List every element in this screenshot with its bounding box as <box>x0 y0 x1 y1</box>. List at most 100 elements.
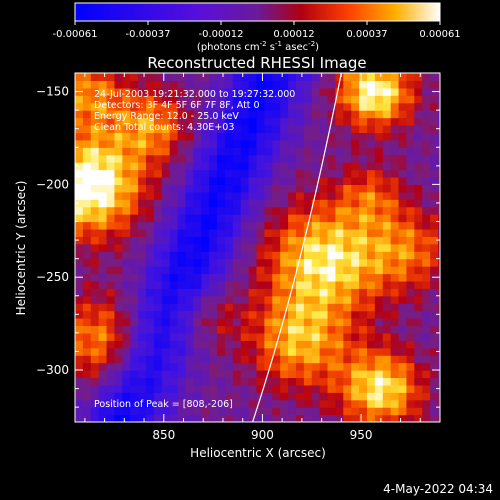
heatmap-cell <box>430 347 439 356</box>
heatmap-cell <box>406 139 415 148</box>
heatmap-cell <box>272 325 281 334</box>
heatmap-cell <box>209 117 218 126</box>
heatmap-cell <box>280 102 289 111</box>
heatmap-cell <box>82 139 92 148</box>
heatmap-cell <box>390 407 400 416</box>
heatmap-cell <box>232 251 242 260</box>
heatmap-cell <box>82 162 92 171</box>
colorbar-tick-label: 0.00061 <box>419 29 460 40</box>
heatmap-cell <box>201 139 210 148</box>
heatmap-cell <box>280 132 289 141</box>
heatmap-cell <box>232 414 242 422</box>
heatmap-cell <box>217 288 226 297</box>
heatmap-cell <box>264 347 273 356</box>
heatmap-cell <box>98 176 108 185</box>
heatmap-cell <box>351 110 360 119</box>
heatmap-cell <box>295 318 305 327</box>
heatmap-cell <box>177 102 187 111</box>
heatmap-cell <box>280 399 289 408</box>
heatmap-cell <box>311 340 321 349</box>
heatmap-cell <box>311 399 321 408</box>
heatmap-cell <box>303 280 313 289</box>
heatmap-cell <box>382 288 392 297</box>
heatmap-cell <box>153 377 163 386</box>
heatmap-cell <box>335 199 344 208</box>
heatmap-cell <box>422 362 431 371</box>
heatmap-cell <box>146 80 155 89</box>
heatmap-cell <box>311 295 321 304</box>
heatmap-cell <box>185 258 194 267</box>
heatmap-cell <box>130 303 139 312</box>
heatmap-cell <box>359 147 368 156</box>
heatmap-cell <box>406 288 415 297</box>
heatmap-cell <box>319 392 329 401</box>
heatmap-cell <box>351 73 360 82</box>
heatmap-cell <box>327 162 337 171</box>
heatmap-cell <box>367 392 376 401</box>
heatmap-cell <box>114 280 123 289</box>
heatmap-cell <box>161 154 171 163</box>
heatmap-cell <box>303 325 313 334</box>
heatmap-cell <box>98 132 108 141</box>
heatmap-cell <box>398 214 408 223</box>
heatmap-cell <box>217 407 226 416</box>
heatmap-cell <box>390 139 400 148</box>
heatmap-cell <box>130 236 139 245</box>
heatmap-cell <box>248 154 258 163</box>
heatmap-cell <box>185 206 194 215</box>
heatmap-cell <box>343 377 352 386</box>
heatmap-cell <box>114 110 123 119</box>
heatmap-cell <box>398 228 408 237</box>
heatmap-cell <box>264 280 273 289</box>
heatmap-cell <box>438 95 440 104</box>
heatmap-cell <box>232 325 242 334</box>
heatmap-cell <box>193 154 202 163</box>
heatmap-cell <box>351 236 360 245</box>
heatmap-cell <box>351 303 360 312</box>
heatmap-cell <box>422 206 431 215</box>
heatmap-cell <box>122 221 131 230</box>
x-tick-label: 850 <box>152 428 175 442</box>
heatmap-cell <box>295 102 305 111</box>
heatmap-cell <box>319 87 329 96</box>
heatmap-cell <box>98 162 108 171</box>
heatmap-cell <box>130 347 139 356</box>
heatmap-cell <box>382 206 392 215</box>
heatmap-cell <box>232 347 242 356</box>
heatmap-cell <box>359 95 368 104</box>
heatmap-cell <box>359 332 368 341</box>
heatmap-cell <box>106 355 116 364</box>
heatmap-cell <box>98 392 108 401</box>
heatmap-cell <box>240 147 250 156</box>
heatmap-cell <box>272 154 281 163</box>
heatmap-cell <box>303 73 313 82</box>
heatmap-cell <box>177 280 187 289</box>
heatmap-cell <box>106 117 116 126</box>
heatmap-cell <box>90 273 100 282</box>
heatmap-cell <box>240 228 250 237</box>
heatmap-cell <box>90 340 100 349</box>
heatmap-cell <box>193 87 202 96</box>
heatmap-cell <box>319 147 329 156</box>
heatmap-cell <box>422 325 431 334</box>
heatmap-cell <box>390 399 400 408</box>
heatmap-cell <box>98 370 108 379</box>
heatmap-cell <box>374 87 384 96</box>
heatmap-cell <box>98 347 108 356</box>
heatmap-cell <box>98 310 108 319</box>
heatmap-cell <box>327 325 337 334</box>
heatmap-cell <box>280 340 289 349</box>
heatmap-cell <box>217 206 226 215</box>
heatmap-cell <box>90 228 100 237</box>
heatmap-cell <box>224 392 234 401</box>
heatmap-cell <box>130 110 139 119</box>
heatmap-cell <box>177 80 187 89</box>
heatmap-cell <box>319 132 329 141</box>
heatmap-cell <box>75 370 84 379</box>
heatmap-cell <box>114 266 123 275</box>
heatmap-cell <box>169 310 179 319</box>
heatmap-cell <box>295 162 305 171</box>
heatmap-cell <box>217 377 226 386</box>
heatmap-cell <box>209 243 218 252</box>
heatmap-cell <box>367 117 376 126</box>
